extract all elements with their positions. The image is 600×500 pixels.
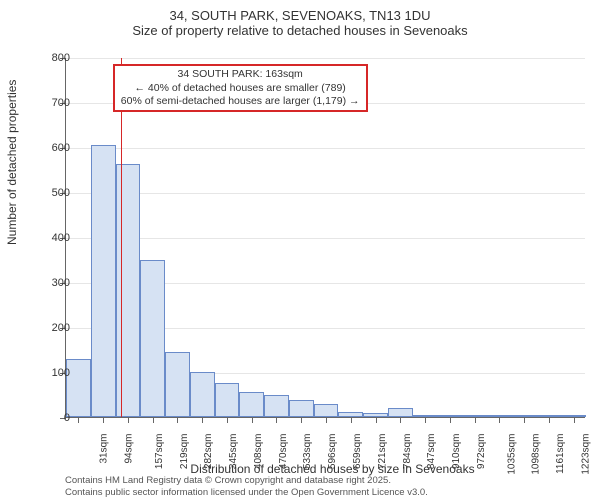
histogram-bar — [215, 383, 240, 417]
x-tick-label: 94sqm — [124, 434, 135, 464]
x-tick — [177, 417, 178, 423]
y-tick-label: 800 — [52, 52, 70, 64]
x-tick — [276, 417, 277, 423]
x-tick — [128, 417, 129, 423]
histogram-bar — [140, 260, 165, 418]
x-tick-label: 910sqm — [451, 434, 462, 470]
x-tick-label: 31sqm — [99, 434, 110, 464]
y-tick-label: 0 — [64, 412, 70, 424]
x-tick — [351, 417, 352, 423]
gridline — [66, 148, 585, 149]
x-tick-label: 282sqm — [204, 434, 215, 470]
x-tick — [252, 417, 253, 423]
x-tick-label: 408sqm — [253, 434, 264, 470]
x-tick — [499, 417, 500, 423]
x-tick-label: 1223sqm — [580, 434, 591, 475]
annotation-line: 60% of semi-detached houses are larger (… — [121, 95, 360, 108]
gridline — [66, 193, 585, 194]
x-tick-label: 972sqm — [476, 434, 487, 470]
x-tick — [524, 417, 525, 423]
y-axis-title: Number of detached properties — [5, 80, 19, 245]
histogram-bar — [388, 408, 413, 417]
y-tick-label: 200 — [52, 322, 70, 334]
y-tick-label: 400 — [52, 232, 70, 244]
chart-title-main: 34, SOUTH PARK, SEVENOAKS, TN13 1DU — [0, 8, 600, 23]
x-tick-label: 219sqm — [179, 434, 190, 470]
x-tick-label: 596sqm — [327, 434, 338, 470]
x-tick-label: 533sqm — [303, 434, 314, 470]
x-tick-label: 1098sqm — [531, 434, 542, 475]
histogram-bar — [264, 395, 289, 418]
x-tick — [574, 417, 575, 423]
chart-title-sub: Size of property relative to detached ho… — [0, 23, 600, 38]
y-tick-label: 100 — [52, 367, 70, 379]
histogram-bar — [91, 145, 116, 417]
annotation-line: 34 SOUTH PARK: 163sqm — [121, 68, 360, 81]
x-tick — [450, 417, 451, 423]
annotation-line: ← 40% of detached houses are smaller (78… — [121, 82, 360, 95]
x-tick-label: 157sqm — [154, 434, 165, 470]
chart-container: 34, SOUTH PARK, SEVENOAKS, TN13 1DU Size… — [0, 8, 600, 500]
x-tick-label: 470sqm — [278, 434, 289, 470]
histogram-bar — [165, 352, 190, 417]
x-tick-label: 1161sqm — [555, 434, 566, 474]
histogram-bar — [289, 400, 314, 417]
annotation-box: 34 SOUTH PARK: 163sqm← 40% of detached h… — [113, 64, 368, 111]
x-tick — [425, 417, 426, 423]
x-tick — [78, 417, 79, 423]
x-tick — [326, 417, 327, 423]
x-tick — [227, 417, 228, 423]
plot-area: 34 SOUTH PARK: 163sqm← 40% of detached h… — [65, 58, 585, 418]
histogram-bar — [239, 392, 264, 417]
x-tick — [153, 417, 154, 423]
indicator-line — [121, 58, 122, 417]
x-tick-label: 659sqm — [352, 434, 363, 470]
x-tick-label: 1035sqm — [506, 434, 517, 475]
x-tick — [400, 417, 401, 423]
x-tick — [301, 417, 302, 423]
x-tick — [376, 417, 377, 423]
footer-line2: Contains public sector information licen… — [65, 487, 428, 498]
footer-line1: Contains HM Land Registry data © Crown c… — [65, 475, 428, 486]
x-tick-label: 784sqm — [402, 434, 413, 470]
x-tick — [475, 417, 476, 423]
y-tick-label: 500 — [52, 187, 70, 199]
y-tick-label: 700 — [52, 97, 70, 109]
histogram-bar — [116, 164, 141, 417]
x-tick-label: 847sqm — [426, 434, 437, 470]
y-tick-label: 300 — [52, 277, 70, 289]
x-tick-label: 721sqm — [377, 434, 388, 470]
gridline — [66, 58, 585, 59]
x-tick-label: 345sqm — [228, 434, 239, 470]
x-tick — [103, 417, 104, 423]
gridline — [66, 238, 585, 239]
x-tick — [549, 417, 550, 423]
histogram-bar — [314, 404, 339, 417]
x-tick — [202, 417, 203, 423]
histogram-bar — [190, 372, 215, 417]
footer-text: Contains HM Land Registry data © Crown c… — [65, 475, 428, 498]
y-tick-label: 600 — [52, 142, 70, 154]
